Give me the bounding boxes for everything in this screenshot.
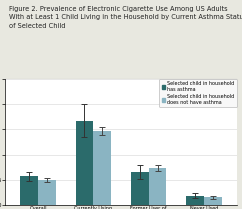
Text: Figure 2. Prevalence of Electronic Cigarette Use Among US Adults
With at Least 1: Figure 2. Prevalence of Electronic Cigar…: [9, 6, 242, 29]
Bar: [38, 180, 56, 205]
Legend: Selected child in household
has asthma, Selected child in household
does not hav: Selected child in household has asthma, …: [159, 79, 237, 107]
Bar: [131, 172, 149, 205]
Bar: [204, 197, 222, 205]
Bar: [186, 196, 204, 205]
Bar: [76, 121, 93, 205]
Bar: [20, 176, 38, 205]
Bar: [93, 131, 111, 205]
Bar: [149, 168, 166, 205]
